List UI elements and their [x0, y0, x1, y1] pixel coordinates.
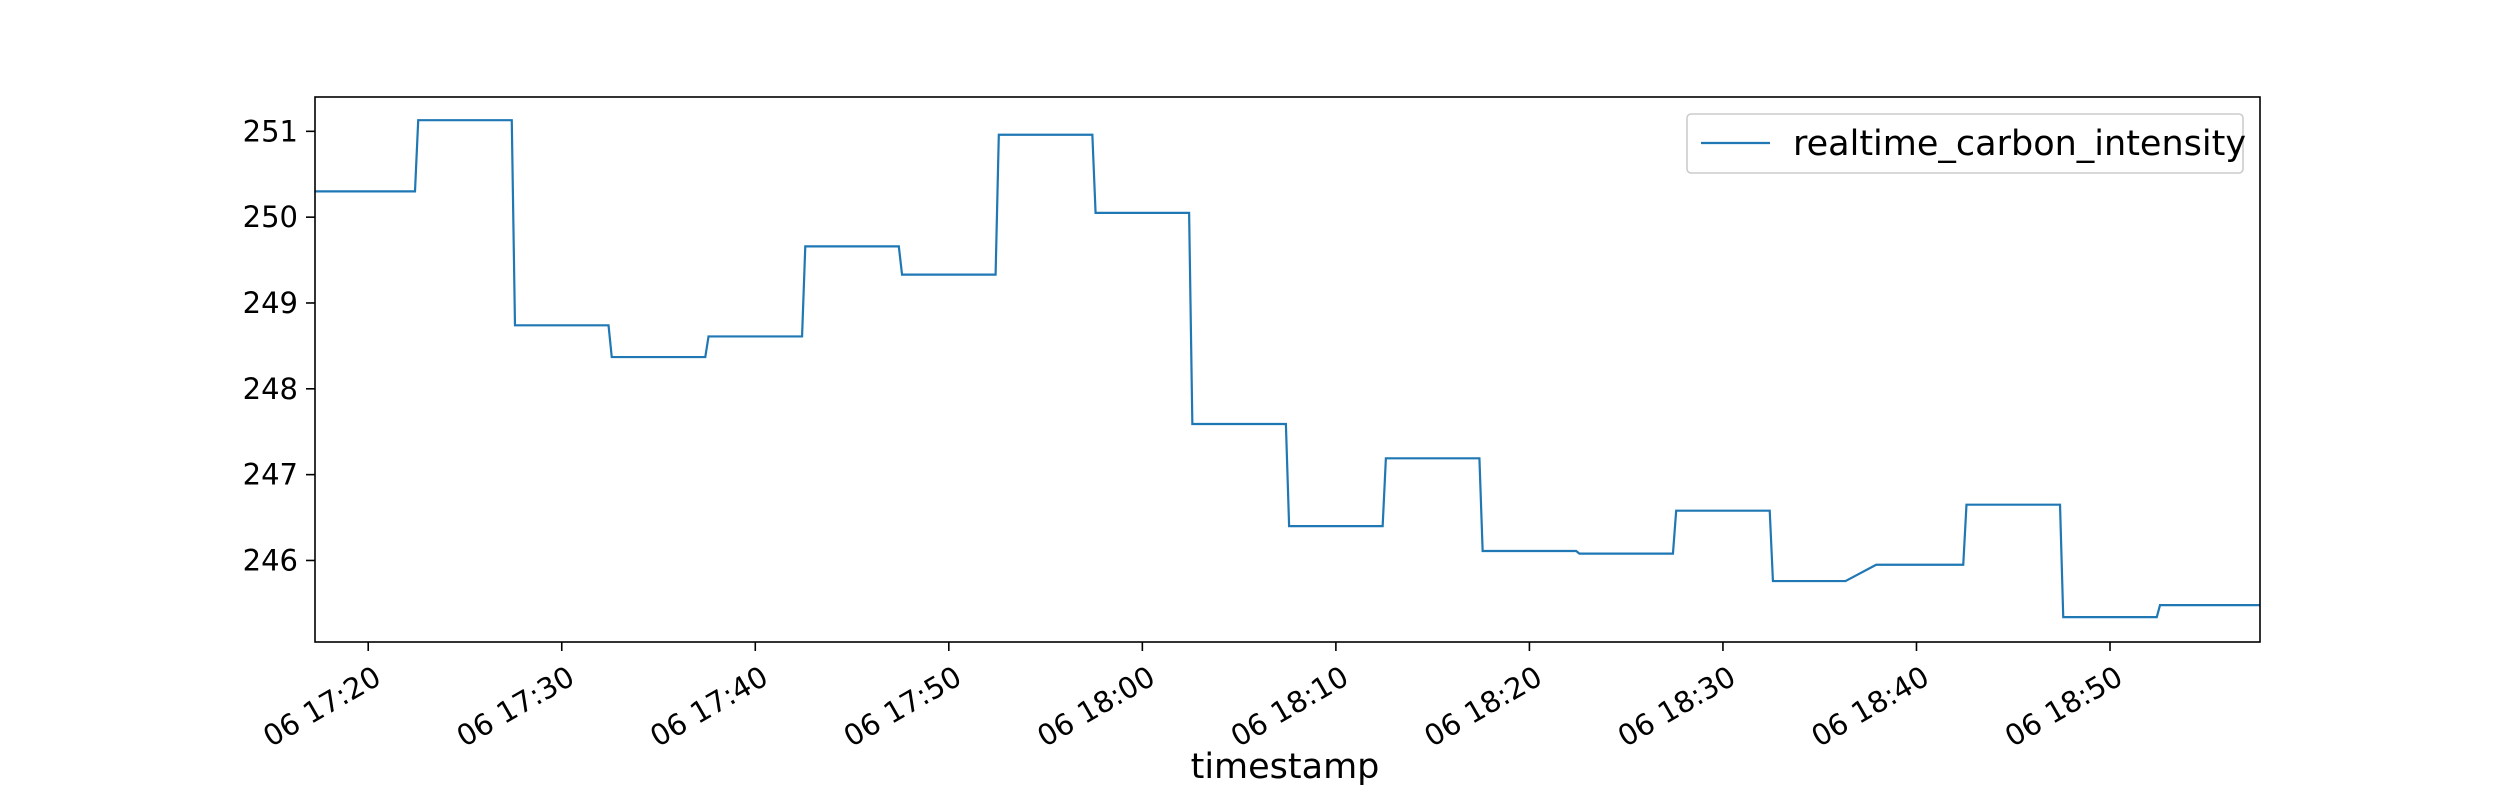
- y-tick-label: 251: [243, 114, 298, 148]
- series-layer: [315, 119, 2260, 619]
- y-tick-label: 249: [243, 286, 298, 320]
- plot-area: [315, 97, 2260, 642]
- y-tick-label: 246: [243, 543, 298, 577]
- axes-frame: [314, 96, 2261, 643]
- y-axis: 246 247 248 249 250 251: [243, 114, 315, 577]
- series-line-realtime-carbon-intensity: [315, 119, 2260, 619]
- legend-box: [1686, 113, 2244, 174]
- legend-entry-realtime-carbon-intensity: realtime_carbon_intensity: [1793, 124, 2246, 164]
- y-tick-label: 247: [243, 458, 298, 492]
- y-tick-label: 248: [243, 372, 298, 406]
- legend: realtime_carbon_intensity: [1686, 113, 2246, 174]
- x-axis-label: timestamp: [1191, 747, 1380, 787]
- y-tick-label: 250: [243, 200, 298, 234]
